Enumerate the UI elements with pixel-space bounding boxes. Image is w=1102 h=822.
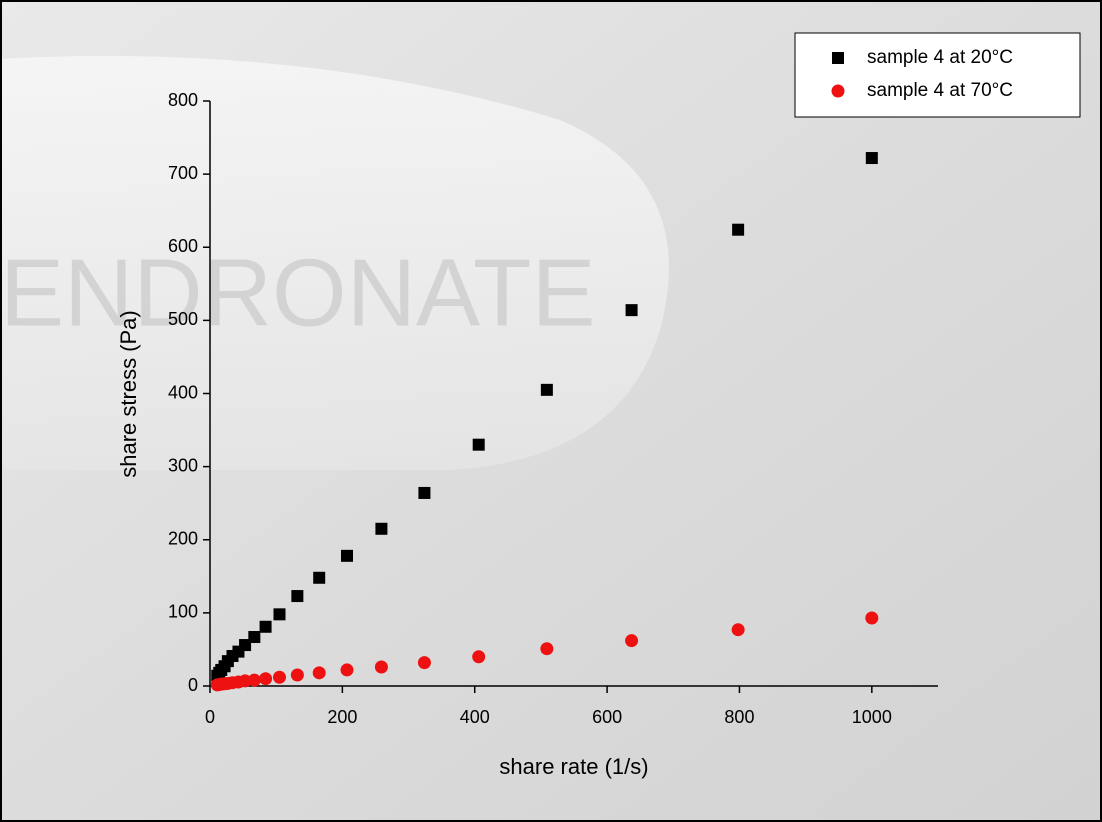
data-point [472, 438, 485, 451]
y-tick-label: 800 [168, 90, 198, 110]
data-point [865, 152, 878, 165]
data-point [247, 673, 261, 687]
data-point [731, 623, 745, 637]
y-tick-label: 700 [168, 163, 198, 183]
data-point [540, 642, 554, 656]
data-point [210, 678, 224, 692]
data-point [340, 549, 353, 562]
data-point [472, 650, 486, 664]
data-point [291, 590, 304, 603]
y-tick-label: 400 [168, 382, 198, 402]
x-tick-label: 1000 [852, 707, 892, 727]
data-point [374, 660, 388, 674]
data-point [417, 656, 431, 670]
data-point [625, 304, 638, 317]
background-text: ENDRONATE [0, 239, 596, 346]
legend-box [794, 32, 1081, 118]
data-point [865, 611, 879, 625]
data-point [273, 608, 286, 621]
y-tick-label: 100 [168, 602, 198, 622]
data-point [290, 668, 304, 682]
legend-label: sample 4 at 20°C [867, 47, 1013, 68]
y-tick-label: 600 [168, 236, 198, 256]
x-axis-title: share rate (1/s) [499, 754, 648, 779]
data-point [312, 666, 326, 680]
data-point [540, 383, 553, 396]
data-point [625, 634, 639, 648]
y-axis-title: share stress (Pa) [116, 310, 141, 478]
data-point [248, 631, 261, 644]
data-point [732, 223, 745, 236]
y-tick-label: 300 [168, 455, 198, 475]
legend-label: sample 4 at 70°C [867, 80, 1013, 101]
y-tick-label: 0 [188, 675, 198, 695]
data-point [259, 620, 272, 633]
legend-marker [831, 84, 845, 98]
x-tick-label: 200 [327, 707, 357, 727]
legend-marker [832, 52, 844, 64]
data-point [313, 571, 326, 584]
y-tick-label: 200 [168, 529, 198, 549]
data-point [418, 486, 431, 499]
background-shape [0, 56, 669, 470]
data-point [272, 670, 286, 684]
y-tick-label: 500 [168, 309, 198, 329]
data-point [259, 672, 273, 686]
data-point [340, 663, 354, 677]
x-tick-label: 0 [205, 707, 215, 727]
x-tick-label: 800 [724, 707, 754, 727]
x-tick-label: 400 [460, 707, 490, 727]
x-tick-label: 600 [592, 707, 622, 727]
data-point [375, 522, 388, 535]
